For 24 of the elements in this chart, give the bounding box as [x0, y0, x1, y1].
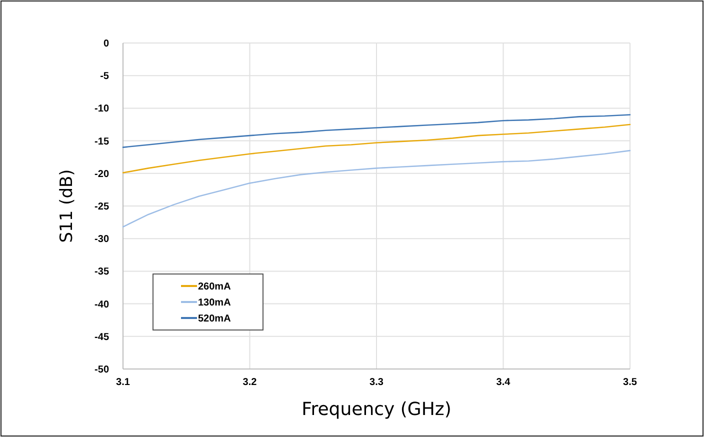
- y-tick-label: -45: [94, 332, 110, 343]
- line-series: [122, 124, 631, 174]
- y-axis-title: S11 (dB): [57, 169, 77, 243]
- y-tick-label: -10: [94, 104, 110, 115]
- x-tick-label: 3.4: [496, 377, 511, 388]
- legend-label: 520mA: [198, 314, 231, 324]
- y-tick-label: -30: [94, 234, 110, 246]
- y-tick-label: -20: [94, 168, 110, 180]
- legend-label: 130mA: [198, 298, 231, 308]
- y-tick-label: -25: [94, 202, 110, 212]
- y-tick-label: -35: [94, 266, 110, 278]
- y-tick-label: -15: [94, 136, 110, 148]
- legend-label: 260mA: [198, 282, 231, 292]
- x-tick-label: 3.1: [116, 377, 130, 388]
- y-tick-label: -5: [100, 71, 110, 82]
- y-tick-label: 0: [103, 38, 110, 50]
- line-series: [122, 114, 631, 148]
- line-series: [122, 150, 631, 228]
- y-tick-label: -40: [94, 299, 110, 310]
- x-tick-label: 3.3: [370, 377, 384, 388]
- x-tick-label: 3.2: [242, 377, 258, 388]
- x-tick-label: 3.5: [623, 377, 638, 388]
- x-axis-title: Frequency (GHz): [302, 399, 452, 420]
- y-tick-label: -50: [94, 364, 110, 376]
